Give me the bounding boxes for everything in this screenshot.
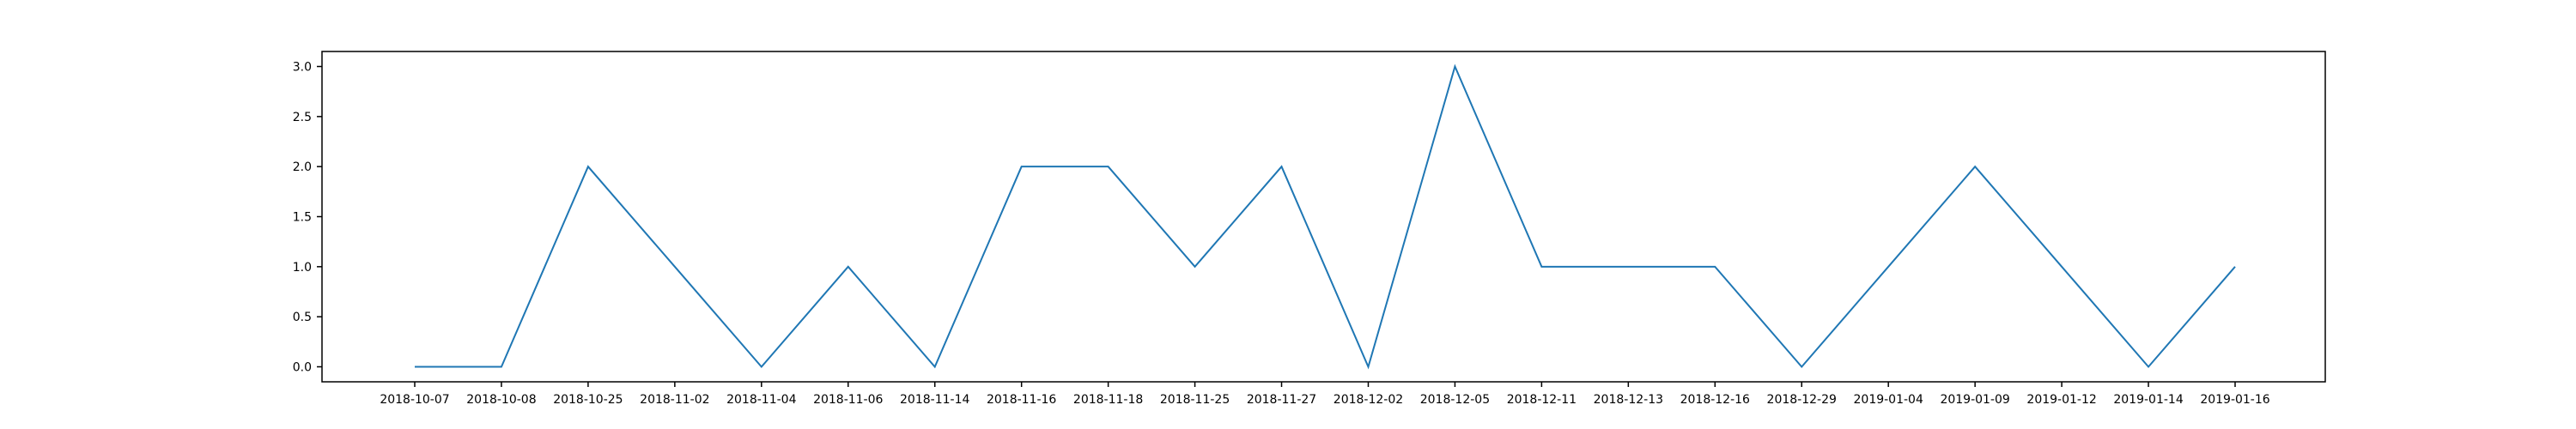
- x-axis: 2018-10-07 2018-10-08 2018-10-25 2018-11-02…: [380, 382, 2270, 407]
- series-layer: [415, 63, 2236, 370]
- x-tick-label: 2018-11-06: [813, 393, 883, 407]
- x-tick-label: 2018-11-16: [987, 393, 1056, 407]
- x-tick-label: 2019-01-12: [2026, 393, 2096, 407]
- y-tick-label: 0.5: [293, 311, 312, 324]
- x-tick-label: 2018-12-13: [1594, 393, 1663, 407]
- y-tick-label: 2.0: [293, 160, 312, 174]
- x-tick-label: 2018-11-04: [726, 393, 796, 407]
- series-line: [415, 63, 2236, 370]
- x-tick-label: 2019-01-09: [1940, 393, 2009, 407]
- x-tick-label: 2018-11-27: [1247, 393, 1316, 407]
- y-tick-label: 2.5: [293, 111, 312, 124]
- x-tick-label: 2018-11-14: [900, 393, 969, 407]
- x-tick-label: 2018-12-29: [1767, 393, 1837, 407]
- x-tick-label: 2018-12-02: [1334, 393, 1403, 407]
- x-tick-label: 2018-11-18: [1073, 393, 1143, 407]
- y-tick-label: 1.5: [293, 211, 312, 225]
- plot-area: [321, 51, 2326, 383]
- x-tick-label: 2018-12-11: [1507, 393, 1577, 407]
- x-tick-label: 2018-10-25: [553, 393, 623, 407]
- x-tick-label: 2019-01-16: [2200, 393, 2269, 407]
- x-tick-label: 2018-11-25: [1160, 393, 1230, 407]
- y-tick-label: 1.0: [293, 261, 312, 275]
- y-tick-label: 0.0: [293, 361, 312, 375]
- x-tick-label: 2018-12-16: [1680, 393, 1750, 407]
- y-axis: 0.0 0.5 1.0 1.5 2.0 2.5 3.0: [293, 61, 322, 375]
- y-tick-label: 3.0: [293, 61, 312, 75]
- x-tick-label: 2018-11-02: [640, 393, 709, 407]
- x-tick-label: 2019-01-14: [2113, 393, 2183, 407]
- x-tick-label: 2019-01-04: [1854, 393, 1923, 407]
- x-tick-label: 2018-12-05: [1420, 393, 1490, 407]
- x-tick-label: 2018-10-08: [466, 393, 536, 407]
- x-tick-label: 2018-10-07: [380, 393, 449, 407]
